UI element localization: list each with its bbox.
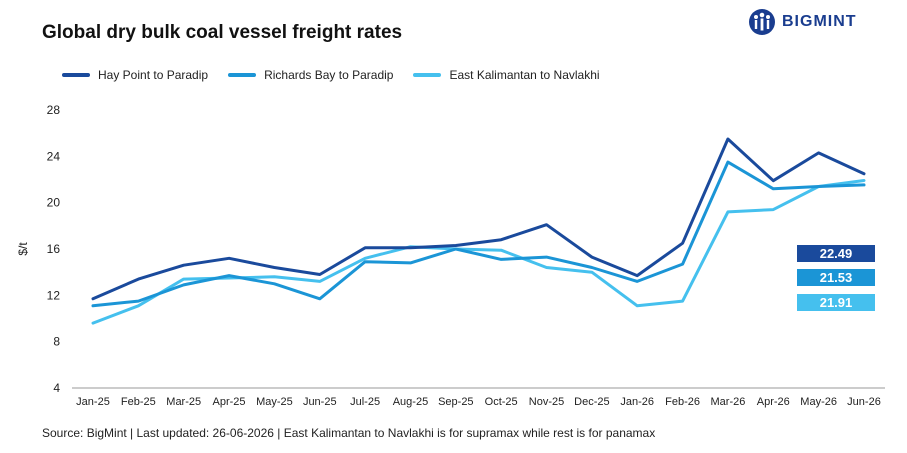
legend-swatch-richards-bay bbox=[228, 73, 257, 77]
y-tick-label: 28 bbox=[47, 103, 61, 117]
end-label-richards-bay-to-paradip: 21.53 bbox=[820, 270, 853, 285]
legend-label-richards-bay: Richards Bay to Paradip bbox=[264, 68, 394, 82]
x-tick-label: Jun-25 bbox=[303, 396, 337, 408]
bigmint-logo-icon bbox=[749, 9, 775, 35]
series-line-hay-point-to-paradip bbox=[91, 137, 866, 301]
x-tick-label: May-25 bbox=[256, 396, 293, 408]
x-tick-label: Mar-25 bbox=[166, 396, 201, 408]
x-tick-label: Jul-25 bbox=[350, 396, 380, 408]
legend-item-richards-bay: Richards Bay to Paradip bbox=[228, 68, 393, 82]
source-note: Source: BigMint | Last updated: 26-06-20… bbox=[42, 426, 656, 440]
x-tick-label: Dec-25 bbox=[574, 396, 609, 408]
x-tick-label: Apr-25 bbox=[213, 396, 246, 408]
brand-name: BIGMINT bbox=[782, 13, 857, 30]
x-tick-label: Mar-26 bbox=[711, 396, 746, 408]
x-tick-label: Apr-26 bbox=[757, 396, 790, 408]
brand-logo: BIGMINT bbox=[748, 8, 857, 36]
legend-swatch-east-kalimantan bbox=[413, 73, 442, 77]
y-tick-label: 8 bbox=[53, 335, 60, 349]
chart-title: Global dry bulk coal vessel freight rate… bbox=[42, 22, 403, 43]
series-line-east-kalimantan-to-navlakhi bbox=[91, 179, 866, 325]
x-tick-label: May-26 bbox=[800, 396, 837, 408]
end-label-box-east-kalimantan-to-navlakhi bbox=[797, 294, 875, 311]
legend-item-hay-point: Hay Point to Paradip bbox=[62, 68, 208, 82]
y-axis-label: $/t bbox=[16, 242, 30, 256]
y-tick-label: 4 bbox=[53, 381, 60, 395]
y-tick-label: 24 bbox=[47, 149, 61, 163]
x-tick-label: Feb-26 bbox=[665, 396, 700, 408]
x-tick-label: Aug-25 bbox=[393, 396, 428, 408]
end-label-hay-point-to-paradip: 22.49 bbox=[820, 246, 853, 261]
x-tick-label: Jun-26 bbox=[847, 396, 881, 408]
end-label-east-kalimantan-to-navlakhi: 21.91 bbox=[820, 295, 853, 310]
x-tick-label: Nov-25 bbox=[529, 396, 564, 408]
x-tick-label: Oct-25 bbox=[485, 396, 518, 408]
x-tick-label: Jan-25 bbox=[76, 396, 110, 408]
legend-item-east-kalimantan: East Kalimantan to Navlakhi bbox=[413, 68, 600, 82]
legend-label-hay-point: Hay Point to Paradip bbox=[98, 68, 209, 82]
y-tick-label: 20 bbox=[47, 196, 61, 210]
x-tick-label: Sep-25 bbox=[438, 396, 473, 408]
legend-swatch-hay-point bbox=[62, 73, 90, 77]
end-label-box-hay-point-to-paradip bbox=[797, 245, 875, 262]
y-tick-label: 16 bbox=[47, 242, 61, 256]
y-tick-label: 12 bbox=[47, 288, 61, 302]
x-tick-label: Jan-26 bbox=[620, 396, 654, 408]
x-tick-label: Feb-25 bbox=[121, 396, 156, 408]
chart-legend: Hay Point to Paradip Richards Bay to Par… bbox=[62, 68, 620, 82]
legend-label-east-kalimantan: East Kalimantan to Navlakhi bbox=[449, 68, 600, 82]
end-label-box-richards-bay-to-paradip bbox=[797, 269, 875, 286]
series-line-richards-bay-to-paradip bbox=[91, 160, 866, 308]
